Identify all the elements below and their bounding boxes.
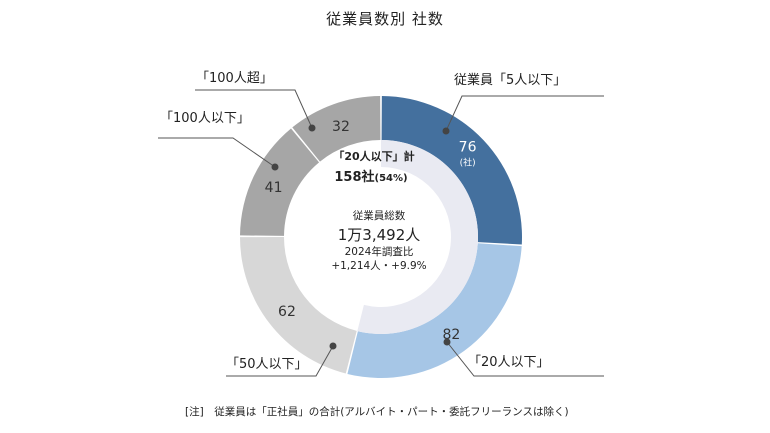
slice-0 [381, 96, 523, 245]
leader-line-2 [226, 345, 334, 377]
leader-line-0 [445, 95, 604, 132]
labels-group: 76(社)82624132従業員「5人以下」「20人以下」「50人以下」「100… [158, 71, 604, 377]
footnote: [注] 従業員は「正社員」の合計(アルバイト・パート・委託フリーランスは除く) [185, 406, 569, 418]
inner-ring-value: 158社(54%) [334, 169, 407, 185]
slices-group [240, 96, 523, 379]
leader-line-3 [158, 137, 276, 168]
leader-dot-0 [442, 127, 450, 135]
center-total-value: 1万3,492人 [338, 226, 421, 244]
category-label-2: 「50人以下」 [226, 357, 308, 372]
leader-dot-2 [329, 342, 337, 350]
category-label-3: 「100人以下」 [160, 111, 250, 126]
inner-ring-arc [357, 140, 478, 334]
center-comparison-label: 2024年調査比 [345, 245, 414, 258]
leader-line-1 [446, 341, 604, 377]
slice-4 [292, 96, 381, 162]
chart-title: 従業員数別 社数 [326, 10, 444, 28]
center-comparison-value: +1,214人・+9.9% [331, 260, 426, 272]
slice-3 [240, 128, 320, 236]
leader-dot-1 [443, 338, 451, 346]
slice-value-3: 41 [265, 180, 283, 196]
category-label-0: 従業員「5人以下」 [454, 72, 566, 88]
category-label-1: 「20人以下」 [468, 355, 550, 370]
leader-dot-4 [308, 124, 316, 132]
slice-value-2: 62 [278, 304, 296, 320]
slice-2 [240, 237, 357, 374]
slice-1 [347, 243, 522, 379]
inner-ring-heading: 「20人以下」計 [333, 149, 414, 163]
slice-value-4: 32 [332, 119, 350, 135]
center-total-label: 従業員総数 [353, 209, 406, 222]
unit-label: (社) [460, 156, 476, 168]
leader-dot-3 [271, 163, 279, 171]
inner-ring-group [357, 140, 478, 334]
slice-value-0: 76 [459, 139, 477, 155]
category-label-4: 「100人超」 [196, 71, 273, 86]
leader-line-4 [195, 89, 313, 129]
